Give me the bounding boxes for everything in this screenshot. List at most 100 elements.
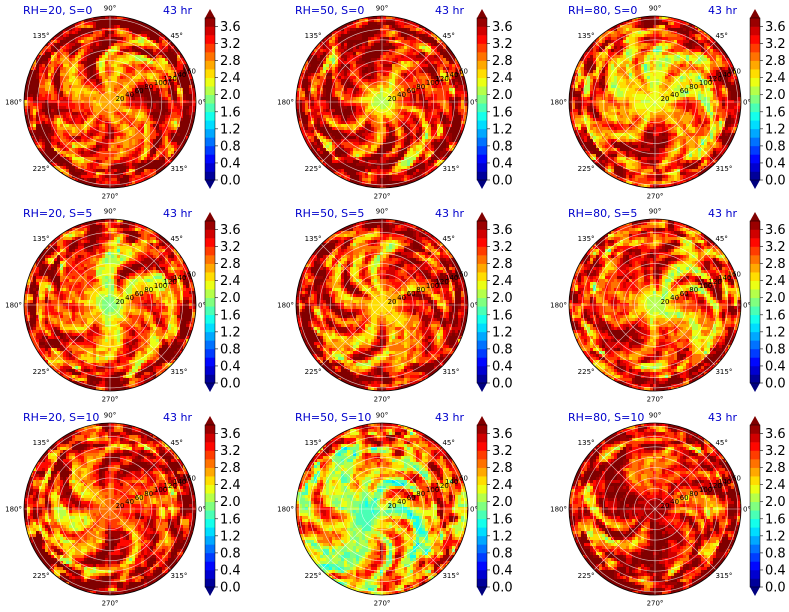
colorbar-tick-label: 1.6 <box>220 308 241 323</box>
colorbar-level <box>477 246 487 256</box>
colorbar-level <box>750 374 760 384</box>
colorbar-level <box>205 578 215 588</box>
colorbar-tick-label: 0.8 <box>492 546 513 561</box>
colorbar-level <box>205 348 215 358</box>
angle-tick-label: 180° <box>277 506 294 514</box>
colorbar-level <box>750 221 760 230</box>
colorbar-level <box>750 86 760 96</box>
angle-tick-label: 135° <box>578 439 595 447</box>
angle-tick-label: 225° <box>305 572 322 580</box>
angle-tick-label: 90° <box>376 5 388 13</box>
colorbar-level <box>477 18 487 27</box>
colorbar-tick-label: 2.0 <box>765 88 786 103</box>
colorbar-level <box>750 111 760 121</box>
colorbar-level <box>477 272 487 281</box>
colorbar-tick-label: 3.2 <box>220 37 241 52</box>
colorbar-level <box>205 561 215 571</box>
colorbar-tick-label: 0.0 <box>492 174 513 189</box>
colorbar-level <box>205 255 215 264</box>
colorbar-level <box>205 103 215 113</box>
polar-frame <box>568 15 742 189</box>
colorbar-level <box>477 348 487 358</box>
colorbar-tick-label: 0.8 <box>765 546 786 561</box>
radial-tick-label: 20 <box>388 95 397 103</box>
colorbar-level <box>205 459 215 468</box>
radial-tick-label: 160 <box>728 270 741 278</box>
angle-tick-label: 45° <box>442 235 454 243</box>
angle-tick-label: 180° <box>5 506 22 514</box>
colorbar-level <box>750 120 760 130</box>
angle-tick-label: 135° <box>305 32 322 40</box>
radial-tick-label: 40 <box>125 498 134 506</box>
radial-tick-label: 20 <box>116 502 125 510</box>
colorbar-tick-label: 1.6 <box>492 105 513 120</box>
colorbar-tick-label: 2.0 <box>765 495 786 510</box>
colorbar-tick-label: 0.0 <box>492 581 513 596</box>
panel-title: RH=80, S=10 <box>568 411 644 424</box>
colorbar-level <box>477 221 487 230</box>
angle-tick-label: 315° <box>170 368 187 376</box>
colorbar-tick-label: 1.2 <box>220 122 241 137</box>
angular-gridline <box>48 101 111 164</box>
colorbar-tick-label: 3.6 <box>220 223 241 238</box>
colorbar-level <box>205 272 215 281</box>
panel-title: RH=20, S=0 <box>23 4 92 17</box>
colorbar-level <box>750 323 760 333</box>
panel-title: RH=50, S=0 <box>295 4 364 17</box>
colorbar-tick-label: 0.8 <box>220 342 241 357</box>
colorbar-level <box>750 77 760 87</box>
colorbar-tick-label: 0.4 <box>765 359 786 374</box>
angle-tick-label: 45° <box>442 439 454 447</box>
angular-gridline <box>593 304 656 367</box>
colorbar-level <box>750 518 760 528</box>
colorbar-level <box>205 128 215 138</box>
angle-tick-label: 90° <box>649 5 661 13</box>
polar-grid <box>296 219 468 391</box>
colorbar-level <box>477 433 487 443</box>
colorbar-tick-label: 1.6 <box>765 105 786 120</box>
colorbar-level <box>205 331 215 341</box>
colorbar-level <box>477 569 487 579</box>
angular-gridline <box>48 304 111 367</box>
colorbar-level <box>477 171 487 181</box>
angle-tick-label: 180° <box>5 99 22 107</box>
angular-gridline <box>48 40 111 103</box>
radial-tick-label: 100 <box>426 486 439 494</box>
polar-panel: RH=20, S=0 43 hr 0° 45° 90° 135° 180° 225° 270° 3… <box>5 4 241 201</box>
polar-frame <box>568 218 742 392</box>
angular-gridline <box>381 40 444 103</box>
radial-tick-label: 120 <box>435 482 448 490</box>
colorbar-tick-label: 0.8 <box>765 342 786 357</box>
radial-tick-label: 20 <box>116 95 125 103</box>
colorbar-level <box>205 552 215 562</box>
colorbar-level <box>750 154 760 164</box>
angular-gridline <box>109 40 172 103</box>
angle-tick-label: 225° <box>305 368 322 376</box>
colorbar-level <box>205 52 215 61</box>
polar-panel: RH=20, S=10 43 hr 0° 45° 90° 135° 180° 225° 270°… <box>5 411 241 608</box>
angular-gridline <box>381 243 444 306</box>
colorbar-level <box>205 544 215 554</box>
angle-tick-label: 45° <box>715 439 727 447</box>
colorbar-level <box>750 314 760 324</box>
colorbar-tick-label: 0.0 <box>765 377 786 392</box>
colorbar-tick-label: 3.6 <box>765 223 786 238</box>
angle-tick-label: 0° <box>470 99 478 107</box>
colorbar-level <box>750 289 760 299</box>
angular-gridline <box>381 447 444 510</box>
colorbar-level <box>750 280 760 290</box>
colorbar-level <box>205 26 215 36</box>
colorbar-level <box>477 297 487 307</box>
radial-tick-label: 80 <box>416 286 425 294</box>
colorbar-tick-label: 2.4 <box>492 274 513 289</box>
colorbar-level <box>477 162 487 172</box>
colorbar-extend-min <box>205 587 215 596</box>
colorbar-tick-label: 1.2 <box>220 529 241 544</box>
angle-tick-label: 0° <box>470 506 478 514</box>
colorbar-level <box>477 60 487 70</box>
colorbar-level <box>477 128 487 138</box>
colorbar-level <box>205 238 215 247</box>
angle-tick-label: 180° <box>277 302 294 310</box>
colorbar-tick-label: 0.4 <box>492 359 513 374</box>
colorbar-tick-label: 0.8 <box>765 139 786 154</box>
